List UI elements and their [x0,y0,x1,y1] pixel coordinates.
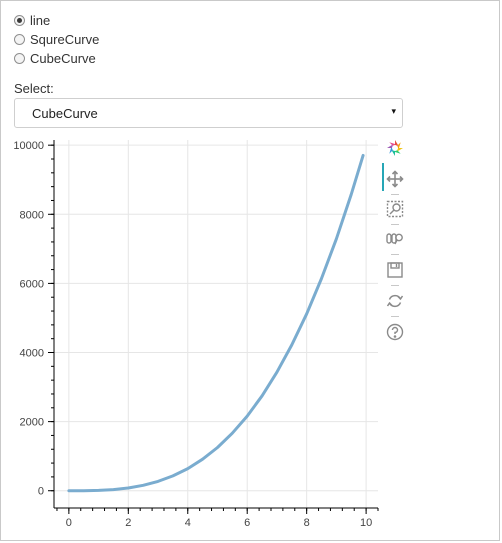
x-tick-label: 4 [185,517,191,529]
line-chart[interactable]: 0 2 4 6 8 10 0 2000 4000 6000 8000 10000 [0,135,380,535]
radio-squrecurve[interactable]: SqureCurve [14,30,99,49]
box-zoom-icon[interactable] [385,199,405,219]
select-value: CubeCurve [32,106,98,121]
x-tick-label: 2 [125,517,131,529]
radio-line-indicator[interactable] [14,15,25,26]
bokeh-logo-icon[interactable] [385,138,405,158]
toolbar-divider [391,316,399,317]
radio-cubecurve[interactable]: CubeCurve [14,49,99,68]
toolbar-divider [391,254,399,255]
y-tick-label: 8000 [20,209,44,221]
reset-icon[interactable] [385,291,405,311]
toolbar-divider [391,194,399,195]
radio-cubecurve-indicator[interactable] [14,53,25,64]
curve-select[interactable]: CubeCurve ▾ [14,98,403,128]
save-icon[interactable] [385,260,405,280]
wheel-zoom-icon[interactable] [385,229,405,249]
toolbar-divider [391,224,399,225]
x-tick-label: 0 [66,517,72,529]
radio-squrecurve-label[interactable]: SqureCurve [30,32,100,47]
active-tool-indicator [382,163,384,191]
toolbar-divider [391,285,399,286]
pan-icon[interactable] [385,169,405,189]
y-tick-label: 0 [38,486,44,498]
x-tick-label: 10 [360,517,372,529]
chevron-down-icon: ▾ [391,106,396,116]
y-tick-label: 10000 [13,140,44,152]
help-icon[interactable] [385,322,405,342]
select-label: Select: [14,81,54,96]
radio-line[interactable]: line [14,11,99,30]
y-tick-label: 2000 [20,417,44,429]
x-tick-label: 6 [244,517,250,529]
radio-line-label[interactable]: line [30,13,51,28]
radio-squrecurve-indicator[interactable] [14,34,25,45]
y-tick-label: 4000 [20,348,44,360]
y-tick-label: 6000 [20,278,44,290]
plot-toolbar [382,137,408,347]
radio-cubecurve-label[interactable]: CubeCurve [30,51,96,66]
curve-series-line [67,153,365,493]
x-tick-label: 8 [304,517,310,529]
curve-radio-group: line SqureCurve CubeCurve [14,11,99,68]
